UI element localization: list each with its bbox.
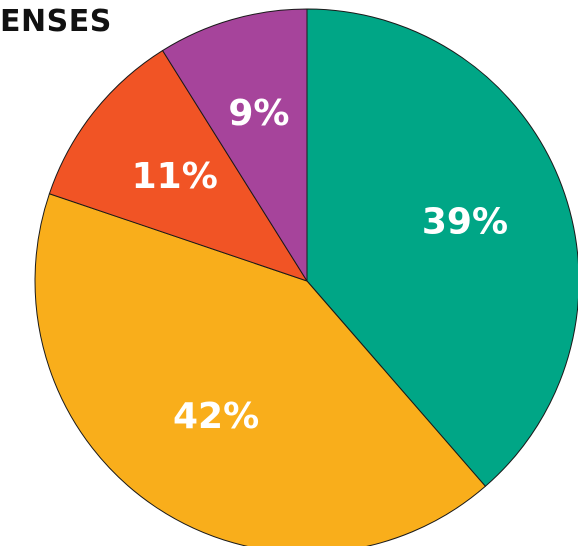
pie-slice-4	[162, 8, 308, 282]
chart-title: ENSES	[0, 4, 112, 39]
pie-slice-label-4: 9%	[228, 93, 289, 134]
pie-labels: 39% 42% 11%9%	[132, 93, 508, 437]
pie-slice-label-3: 11%	[132, 156, 218, 197]
pie-slice-label-1: 39%	[422, 201, 508, 242]
pie-slice-label-2: 42%	[173, 396, 259, 437]
pie-slice-3	[48, 50, 308, 282]
pie-slice-1	[306, 8, 578, 487]
pie-slice-2	[34, 193, 486, 546]
pie-slices	[34, 8, 578, 546]
